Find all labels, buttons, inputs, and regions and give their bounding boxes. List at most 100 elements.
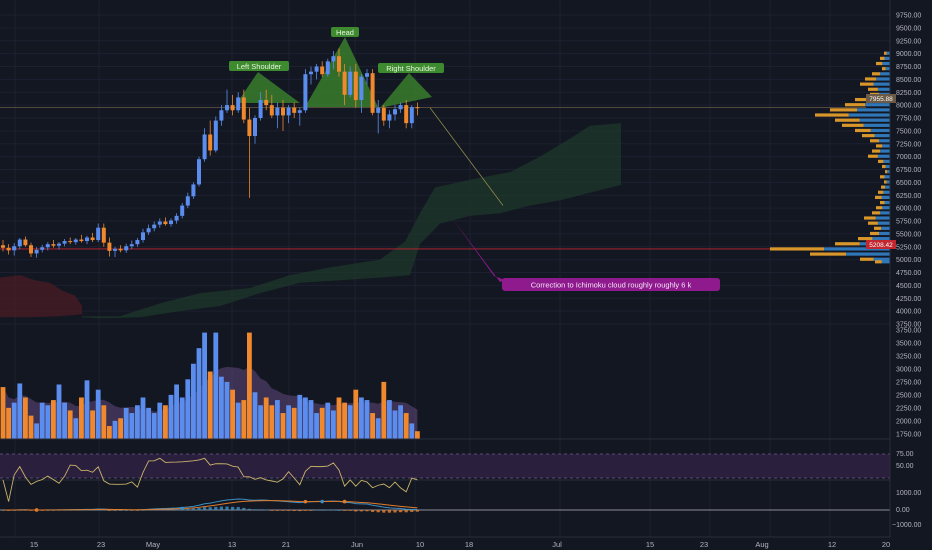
macd-histogram-bar	[315, 509, 319, 511]
macd-histogram-bar	[214, 506, 218, 510]
volume-profile-down	[835, 242, 860, 246]
volume-tick-label: 2750.00	[896, 379, 921, 386]
candle-body	[62, 241, 67, 244]
candle-body	[146, 228, 151, 233]
volume-tick-label: 3250.00	[896, 353, 921, 360]
candle-body	[118, 248, 123, 251]
volume-profile-down	[884, 180, 887, 184]
macd-histogram-bar	[399, 510, 403, 513]
candle-body	[269, 105, 274, 116]
volume-axis: 3750.00 3500.00 3250.00 3000.00 2750.00 2500.…	[896, 328, 921, 439]
candle-body	[6, 247, 11, 251]
macd-histogram-bar	[415, 510, 419, 512]
macd-histogram-bar	[348, 510, 352, 511]
macd-histogram-bar	[219, 506, 223, 510]
time-tick-label: 20	[882, 540, 890, 549]
macd-histogram-bar	[393, 510, 397, 513]
volume-bar	[342, 402, 347, 439]
volume-bar	[112, 420, 118, 439]
candle-body	[348, 71, 353, 95]
volume-profile-down	[862, 134, 875, 138]
volume-bar	[392, 410, 398, 439]
candle-body	[376, 107, 381, 113]
macd-histogram-bar	[359, 510, 363, 512]
volume-bar	[398, 405, 403, 439]
volume-bar	[353, 389, 359, 439]
candle-body	[73, 239, 78, 243]
candle-body	[253, 118, 257, 137]
volume-profile-down	[880, 56, 885, 60]
candle-body	[286, 107, 291, 116]
price-tick-label: 8500.00	[896, 77, 921, 84]
price-tick-label: 5250.00	[896, 244, 921, 251]
price-tick-label: 6000.00	[896, 206, 921, 213]
volume-profile-up	[875, 216, 890, 220]
macd-cross-marker	[180, 506, 184, 511]
candle-body	[17, 239, 22, 247]
candle-body	[337, 56, 341, 72]
candle-body	[225, 105, 229, 111]
green-cloud-area	[82, 123, 621, 319]
macd-tick-label: 1000.00	[896, 490, 921, 497]
volume-profile-up	[884, 200, 890, 205]
candle-body	[152, 224, 157, 229]
head-text: Head	[336, 28, 354, 37]
candle-body	[135, 240, 140, 245]
candle-body	[23, 239, 28, 246]
price-tick-label: 4750.00	[896, 270, 921, 277]
candle-body	[325, 61, 330, 75]
candle-body	[320, 66, 325, 75]
time-tick-label: 12	[828, 540, 836, 549]
price-tick-label: 4500.00	[896, 283, 921, 290]
volume-profile-down	[835, 118, 860, 122]
volume-bar	[409, 423, 415, 439]
volume-bar	[174, 384, 179, 439]
volume-profile-up	[886, 51, 890, 55]
volume-bar	[370, 413, 375, 439]
volume-profile-down	[872, 211, 881, 215]
candle-body	[96, 227, 101, 241]
right-shoulder-text: Right Shoulder	[386, 64, 436, 73]
candle-body	[264, 99, 269, 106]
volume-profile-up	[863, 123, 890, 127]
price-tick-label: 4250.00	[896, 296, 921, 303]
volume-profile-up	[874, 134, 890, 138]
red-cloud-area	[0, 275, 82, 318]
time-tick-label: Jun	[351, 540, 363, 549]
volume-bar	[185, 379, 191, 439]
candle-body	[365, 73, 369, 77]
candle-body	[157, 221, 162, 225]
macd-histogram-bar	[320, 509, 324, 511]
macd-histogram-bar	[169, 509, 173, 511]
price-tick-label: 5750.00	[896, 219, 921, 226]
candle-body	[174, 215, 179, 221]
ichimoku-cloud	[82, 123, 621, 319]
volume-bar	[123, 407, 129, 439]
candle-body	[113, 248, 117, 251]
volume-profile-down	[845, 103, 866, 107]
price-tick-label: 6500.00	[896, 180, 921, 187]
right-shoulder-label: Right Shoulder	[378, 63, 444, 73]
price-axis[interactable]: 9750.00 9500.00 9250.00 9000.00 8750.00 8500.…	[896, 13, 921, 329]
macd-histogram-bar	[163, 509, 167, 511]
time-tick-label: May	[146, 540, 160, 549]
volume-profile-down	[810, 252, 846, 256]
callout-annotation[interactable]: Correction to Ichimoku cloud roughly rou…	[452, 218, 720, 291]
volume-profile-down	[842, 123, 864, 127]
volume-tick-label: 3500.00	[896, 340, 921, 347]
volume-tick-label: 2000.00	[896, 418, 921, 425]
volume-profile-up	[881, 260, 890, 264]
projection-line	[429, 107, 504, 206]
volume-bar	[247, 332, 252, 439]
volume-profile-up	[879, 231, 890, 236]
macd-histogram-bar	[337, 509, 341, 511]
volume-bar	[325, 402, 331, 439]
volume-profile-up	[872, 237, 890, 241]
macd-histogram-bar	[236, 507, 240, 510]
price-tick-label: 5500.00	[896, 231, 921, 238]
left-shoulder-shape	[237, 72, 300, 103]
candle-body	[353, 71, 358, 100]
volume-profile-down	[864, 216, 876, 220]
time-axis[interactable]: 15 23 May 13 21 Jun 10 18 Jul 15 23 Aug 12 20	[30, 540, 890, 549]
